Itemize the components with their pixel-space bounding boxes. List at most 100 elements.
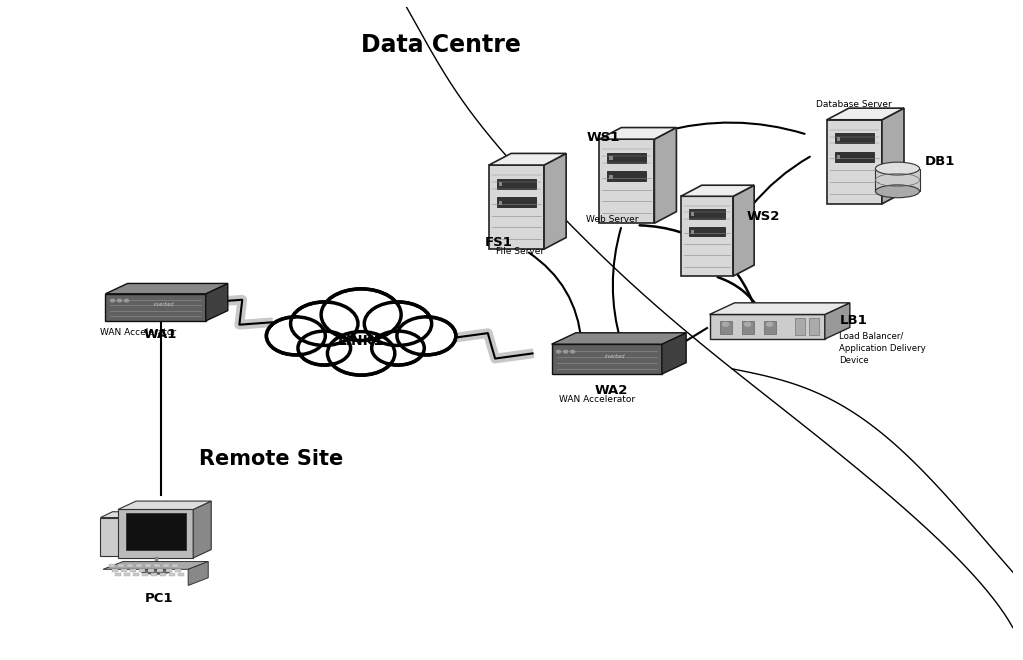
Bar [691, 230, 694, 234]
Bar [118, 564, 124, 567]
Circle shape [321, 289, 401, 341]
Bar [158, 569, 163, 572]
Text: LINK1: LINK1 [338, 334, 385, 348]
Circle shape [327, 332, 395, 375]
Bar [121, 569, 127, 572]
Bar [169, 574, 175, 576]
Bar [148, 569, 154, 572]
Circle shape [571, 350, 575, 353]
Polygon shape [599, 139, 655, 223]
Bar [837, 137, 840, 141]
Circle shape [371, 331, 425, 365]
Circle shape [291, 302, 358, 345]
Bar [835, 152, 874, 162]
Bar [691, 213, 694, 216]
Polygon shape [118, 501, 211, 510]
Circle shape [374, 333, 421, 363]
Text: riverbed: riverbed [153, 302, 174, 307]
Bar [145, 564, 151, 567]
Polygon shape [105, 283, 228, 294]
Text: riverbed: riverbed [605, 354, 625, 358]
Bar [610, 175, 613, 179]
Ellipse shape [876, 185, 920, 198]
Circle shape [557, 350, 561, 353]
Polygon shape [118, 510, 193, 558]
Bar [166, 569, 172, 572]
Bar [608, 171, 647, 182]
Bar [161, 574, 166, 576]
Bar [608, 152, 647, 163]
Text: FS1: FS1 [485, 236, 513, 249]
Text: WAN Accelerator: WAN Accelerator [100, 328, 177, 337]
Bar [126, 513, 186, 550]
Bar [876, 168, 920, 191]
Circle shape [368, 304, 428, 343]
Circle shape [397, 317, 456, 355]
Bar [809, 318, 818, 335]
Text: WAN Accelerator: WAN Accelerator [559, 395, 635, 405]
Bar [742, 321, 754, 334]
Polygon shape [193, 501, 211, 558]
Bar [835, 133, 874, 143]
Bar [163, 564, 169, 567]
Ellipse shape [140, 568, 171, 574]
Polygon shape [662, 333, 686, 374]
Text: Web Server: Web Server [585, 215, 638, 224]
Bar [499, 182, 502, 186]
Bar [136, 564, 142, 567]
Circle shape [331, 334, 391, 372]
Bar [175, 569, 181, 572]
Bar [151, 574, 158, 576]
Bar [497, 197, 536, 207]
Bar [296, 313, 427, 353]
Bar [610, 156, 613, 160]
Polygon shape [827, 108, 904, 120]
Text: WA2: WA2 [595, 383, 628, 397]
Circle shape [125, 299, 129, 302]
Text: WS2: WS2 [747, 211, 781, 223]
Polygon shape [551, 344, 662, 374]
Bar [154, 564, 161, 567]
Bar [178, 574, 184, 576]
Polygon shape [655, 127, 676, 223]
Polygon shape [544, 153, 566, 249]
Polygon shape [825, 303, 850, 339]
Polygon shape [710, 314, 825, 339]
Polygon shape [551, 333, 686, 344]
Polygon shape [131, 512, 142, 556]
Text: Load Balancer/
Application Delivery
Device: Load Balancer/ Application Delivery Devi… [839, 332, 926, 364]
Circle shape [118, 299, 122, 302]
Circle shape [326, 292, 396, 337]
Bar [298, 314, 425, 352]
Bar [142, 574, 148, 576]
Polygon shape [710, 303, 850, 314]
Bar [688, 226, 725, 236]
Circle shape [295, 304, 354, 343]
Polygon shape [188, 562, 209, 585]
Circle shape [266, 317, 325, 355]
Text: DB1: DB1 [925, 155, 954, 168]
Circle shape [301, 333, 348, 363]
Bar [139, 569, 145, 572]
Circle shape [745, 322, 751, 326]
Circle shape [766, 322, 772, 326]
Polygon shape [105, 294, 206, 321]
Circle shape [364, 302, 432, 345]
Circle shape [298, 331, 351, 365]
Bar [133, 574, 139, 576]
Polygon shape [489, 153, 566, 165]
Bar [499, 201, 502, 205]
Text: WA1: WA1 [144, 328, 177, 341]
Circle shape [564, 350, 568, 353]
Polygon shape [599, 127, 676, 139]
Circle shape [400, 319, 452, 352]
Bar [172, 564, 178, 567]
Bar [795, 318, 805, 335]
Text: Database Server: Database Server [816, 100, 892, 110]
Bar [124, 574, 130, 576]
Circle shape [270, 319, 322, 352]
Text: Data Centre: Data Centre [361, 34, 522, 57]
Bar [130, 569, 136, 572]
Text: Remote Site: Remote Site [198, 449, 343, 469]
Text: PC1: PC1 [144, 592, 173, 605]
